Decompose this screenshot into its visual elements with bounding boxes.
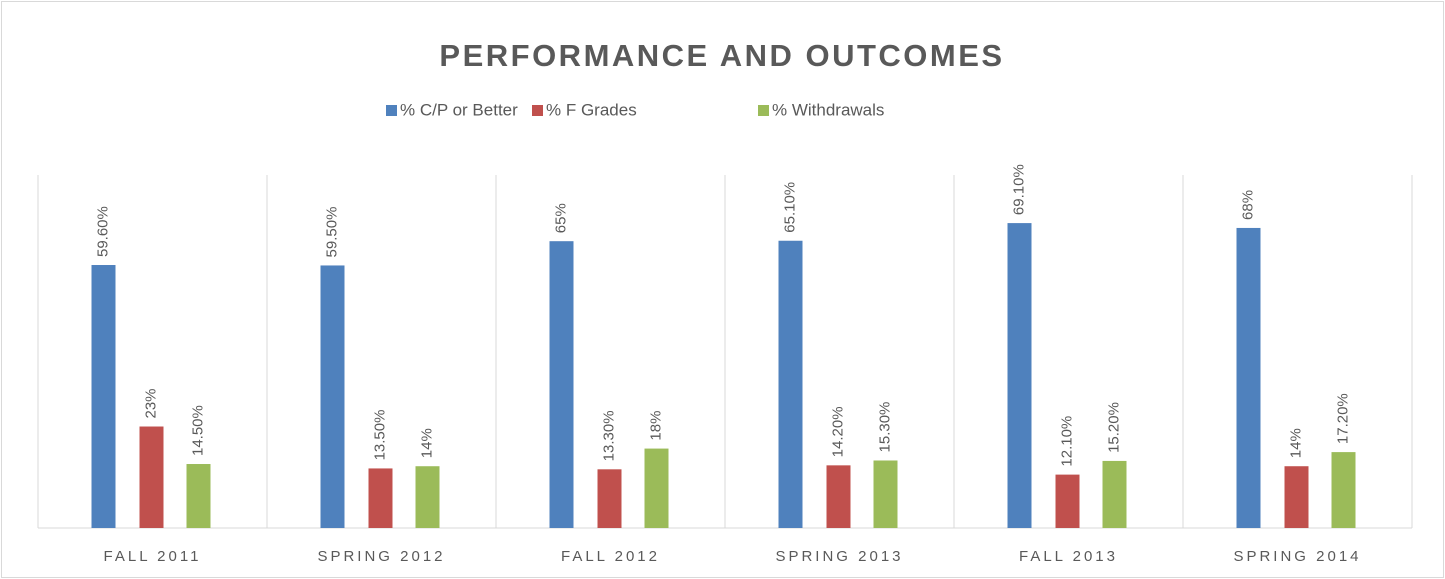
x-tick-label: SPRING 2014 — [1233, 548, 1361, 565]
data-label: 59.50% — [323, 207, 340, 258]
bar — [597, 469, 622, 528]
bar — [1236, 227, 1261, 528]
legend-swatch — [386, 105, 397, 116]
data-label: 14.50% — [189, 405, 206, 456]
bar — [1007, 223, 1032, 528]
data-label: 18% — [647, 411, 664, 441]
chart-title: PERFORMANCE AND OUTCOMES — [439, 38, 1004, 73]
data-label: 12.10% — [1058, 416, 1075, 467]
bar — [368, 468, 393, 528]
bar — [644, 448, 669, 528]
bar — [1102, 460, 1127, 528]
bar — [549, 241, 574, 528]
data-label: 15.30% — [876, 402, 893, 453]
bar — [1284, 466, 1309, 528]
data-label: 65.10% — [781, 182, 798, 233]
bar — [778, 240, 803, 528]
x-tick-label: FALL 2011 — [104, 548, 202, 565]
x-tick-label: FALL 2013 — [1019, 548, 1118, 565]
bar — [1055, 474, 1080, 528]
bar — [826, 465, 851, 528]
legend-swatch — [758, 105, 769, 116]
bar — [415, 466, 440, 528]
data-label: 14% — [1287, 428, 1304, 458]
data-label: 17.20% — [1334, 393, 1351, 444]
data-label: 13.50% — [371, 410, 388, 461]
x-tick-label: SPRING 2013 — [775, 548, 903, 565]
data-label: 59.60% — [94, 206, 111, 257]
data-label: 13.30% — [600, 410, 617, 461]
bar — [1331, 452, 1356, 528]
legend-swatch — [532, 105, 543, 116]
legend-label: % C/P or Better — [400, 100, 518, 119]
bar — [873, 460, 898, 528]
data-label: 65% — [552, 203, 569, 233]
bar — [139, 426, 164, 528]
bar — [320, 265, 345, 528]
x-tick-label: FALL 2012 — [561, 548, 660, 565]
data-label: 14.20% — [829, 406, 846, 457]
data-label: 23% — [142, 388, 159, 418]
data-label: 68% — [1239, 190, 1256, 220]
data-label: 15.20% — [1105, 402, 1122, 453]
bar — [91, 265, 116, 528]
legend-label: % F Grades — [546, 100, 637, 119]
data-label: 69.10% — [1010, 164, 1027, 215]
data-label: 14% — [418, 428, 435, 458]
legend-label: % Withdrawals — [772, 100, 884, 119]
x-tick-label: SPRING 2012 — [317, 548, 445, 565]
bar — [186, 464, 211, 528]
